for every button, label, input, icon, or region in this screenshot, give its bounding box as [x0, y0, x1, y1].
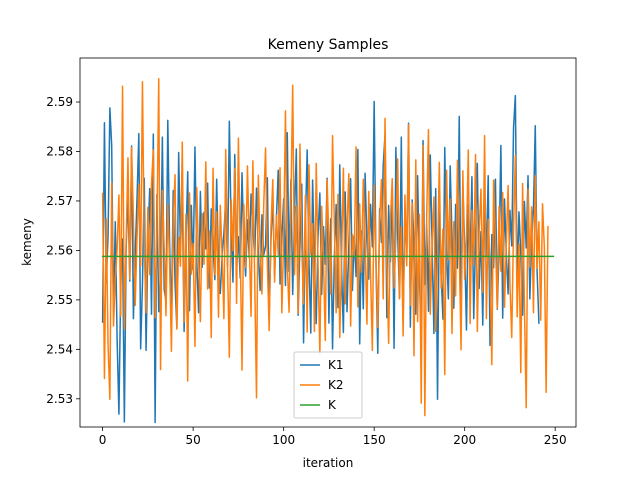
x-tick-label: 250	[544, 433, 567, 447]
y-tick-label: 2.59	[46, 95, 73, 109]
series-layer	[101, 78, 555, 424]
y-tick-label: 2.54	[46, 342, 73, 356]
legend-label-k: K	[328, 398, 337, 412]
legend-label-k2: K2	[328, 378, 344, 392]
y-axis-label: kemeny	[20, 218, 34, 266]
y-tick-label: 2.57	[46, 194, 73, 208]
x-tick-label: 150	[363, 433, 386, 447]
y-tick-label: 2.58	[46, 144, 73, 158]
x-tick-label: 100	[272, 433, 295, 447]
x-tick-label: 200	[453, 433, 476, 447]
x-axis-label: iteration	[303, 456, 354, 470]
legend-box	[293, 351, 363, 419]
series-line-k2	[101, 78, 549, 417]
legend-label-k1: K1	[328, 358, 344, 372]
y-tick-label: 2.53	[46, 392, 73, 406]
x-axis: 0 50 100 150 200 250	[99, 427, 567, 447]
chart-title: Kemeny Samples	[268, 37, 389, 53]
x-tick-label: 50	[185, 433, 200, 447]
y-tick-label: 2.56	[46, 243, 73, 257]
plot-frame	[79, 57, 577, 428]
legend: K1 K2 K	[293, 351, 363, 419]
y-axis: 2.53 2.54 2.55 2.56 2.57 2.58 2.59	[46, 95, 80, 406]
y-tick-label: 2.55	[46, 293, 73, 307]
x-tick-label: 0	[99, 433, 107, 447]
